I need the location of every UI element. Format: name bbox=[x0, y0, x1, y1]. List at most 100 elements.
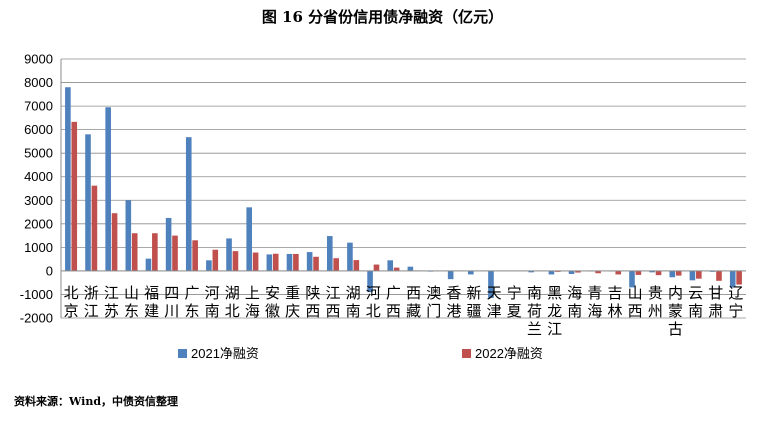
category-label: 上海 bbox=[245, 284, 260, 320]
bar-2 bbox=[192, 240, 198, 271]
bar-2 bbox=[736, 270, 742, 285]
bar-1 bbox=[206, 260, 212, 271]
bar-1 bbox=[488, 270, 494, 298]
legend-label: 2021净融资 bbox=[191, 346, 259, 361]
category-label: 湖南 bbox=[346, 284, 361, 320]
category-label: 青海 bbox=[587, 284, 602, 320]
category-label: 福建 bbox=[144, 284, 159, 320]
y-axis: -2000 -1000 0 1000 2000 3000 4000 5000 6000 7000 8… bbox=[20, 52, 62, 326]
bar-1 bbox=[689, 270, 696, 281]
bar-1 bbox=[367, 270, 373, 293]
y-tick-label: 8000 bbox=[24, 75, 53, 90]
bar-2 bbox=[595, 270, 601, 274]
bar-2 bbox=[675, 270, 682, 276]
bar-1 bbox=[266, 254, 273, 271]
bar-2 bbox=[655, 270, 662, 276]
bar-1 bbox=[669, 270, 676, 278]
category-label: 辽宁 bbox=[728, 284, 743, 320]
category-label: 海南 bbox=[567, 284, 582, 320]
bar-1 bbox=[548, 270, 555, 275]
bar-2 bbox=[131, 233, 138, 271]
y-tick-label: -2000 bbox=[20, 311, 53, 326]
bar-1 bbox=[85, 134, 91, 271]
bar-2 bbox=[272, 253, 279, 271]
bar-2 bbox=[393, 267, 400, 271]
bar-2 bbox=[293, 253, 299, 271]
bar-2 bbox=[91, 185, 98, 271]
bar-2 bbox=[172, 235, 178, 271]
bar-1 bbox=[246, 207, 252, 271]
bar-2 bbox=[716, 270, 722, 281]
category-label: 山东 bbox=[124, 284, 139, 320]
bar-1 bbox=[568, 270, 575, 274]
bar-1 bbox=[286, 253, 293, 271]
category-label: 山西 bbox=[628, 284, 643, 320]
category-label: 江苏 bbox=[104, 284, 119, 320]
grid-lines bbox=[61, 58, 746, 319]
y-tick-label: 9000 bbox=[24, 52, 53, 67]
y-tick-label: 1000 bbox=[24, 240, 53, 255]
category-label: 西藏 bbox=[406, 284, 421, 320]
bar-2 bbox=[353, 260, 360, 271]
category-label: 吉林 bbox=[608, 284, 623, 320]
legend-swatch bbox=[178, 349, 187, 358]
category-label: 陕西 bbox=[305, 284, 320, 320]
bar-2 bbox=[696, 270, 702, 279]
bar-2 bbox=[71, 121, 78, 271]
bar-2 bbox=[313, 256, 319, 271]
bar-1 bbox=[407, 266, 414, 271]
category-label: 浙江 bbox=[84, 284, 99, 320]
bar-2 bbox=[615, 270, 622, 275]
bars bbox=[65, 87, 742, 298]
y-tick-label: 7000 bbox=[24, 99, 53, 114]
category-label: 宁夏 bbox=[507, 284, 522, 320]
bar-2 bbox=[212, 249, 219, 271]
bar-1 bbox=[528, 270, 535, 273]
bar-2 bbox=[373, 264, 380, 271]
bar-1 bbox=[347, 242, 353, 271]
bar-2 bbox=[333, 258, 339, 271]
category-label: 天津 bbox=[487, 284, 502, 320]
category-label: 安徽 bbox=[265, 284, 280, 320]
category-label: 贵州 bbox=[648, 284, 663, 320]
y-tick-label: 0 bbox=[46, 263, 53, 278]
bar-1 bbox=[447, 270, 454, 280]
category-label: 香港 bbox=[446, 284, 461, 320]
category-label: 黑龙江 bbox=[547, 284, 562, 338]
category-label: 湖北 bbox=[225, 284, 240, 320]
y-tick-label: -1000 bbox=[20, 287, 53, 302]
bar-1 bbox=[649, 270, 655, 273]
legend: 2021净融资 2022净融资 bbox=[178, 346, 543, 361]
bar-1 bbox=[326, 236, 333, 271]
category-label: 云南 bbox=[688, 284, 703, 320]
y-tick-label: 6000 bbox=[24, 122, 53, 137]
bar-1 bbox=[125, 200, 132, 271]
bar-1 bbox=[65, 87, 71, 271]
bar-2 bbox=[252, 252, 259, 271]
bar-1 bbox=[145, 258, 152, 271]
bar-2 bbox=[152, 233, 158, 271]
chart-title: 图 16 分省份信用债净融资（亿元） bbox=[261, 8, 504, 26]
y-tick-label: 5000 bbox=[24, 146, 53, 161]
category-label: 河南 bbox=[205, 284, 220, 320]
category-label: 内蒙古 bbox=[668, 284, 683, 338]
y-tick-label: 4000 bbox=[24, 169, 53, 184]
category-label: 澳门 bbox=[426, 284, 441, 320]
bar-1 bbox=[165, 217, 172, 271]
bar-1 bbox=[226, 238, 232, 271]
category-label: 甘肃 bbox=[708, 284, 723, 320]
bar-2 bbox=[635, 270, 642, 275]
category-label: 江西 bbox=[325, 284, 340, 320]
category-label: 北京 bbox=[64, 284, 79, 320]
category-labels: 北京浙江江苏山东福建四川广东河南湖北上海安徽重庆陕西江西湖南河北广西西藏澳门香港… bbox=[64, 284, 744, 338]
bar-1 bbox=[185, 137, 192, 271]
y-tick-label: 2000 bbox=[24, 216, 53, 231]
bar-1 bbox=[468, 270, 474, 275]
category-label: 广东 bbox=[184, 284, 199, 320]
bar-1 bbox=[306, 252, 313, 271]
bar-2 bbox=[111, 213, 118, 271]
y-tick-label: 3000 bbox=[24, 193, 53, 208]
bar-1 bbox=[729, 270, 736, 288]
legend-label: 2022净融资 bbox=[475, 346, 543, 361]
